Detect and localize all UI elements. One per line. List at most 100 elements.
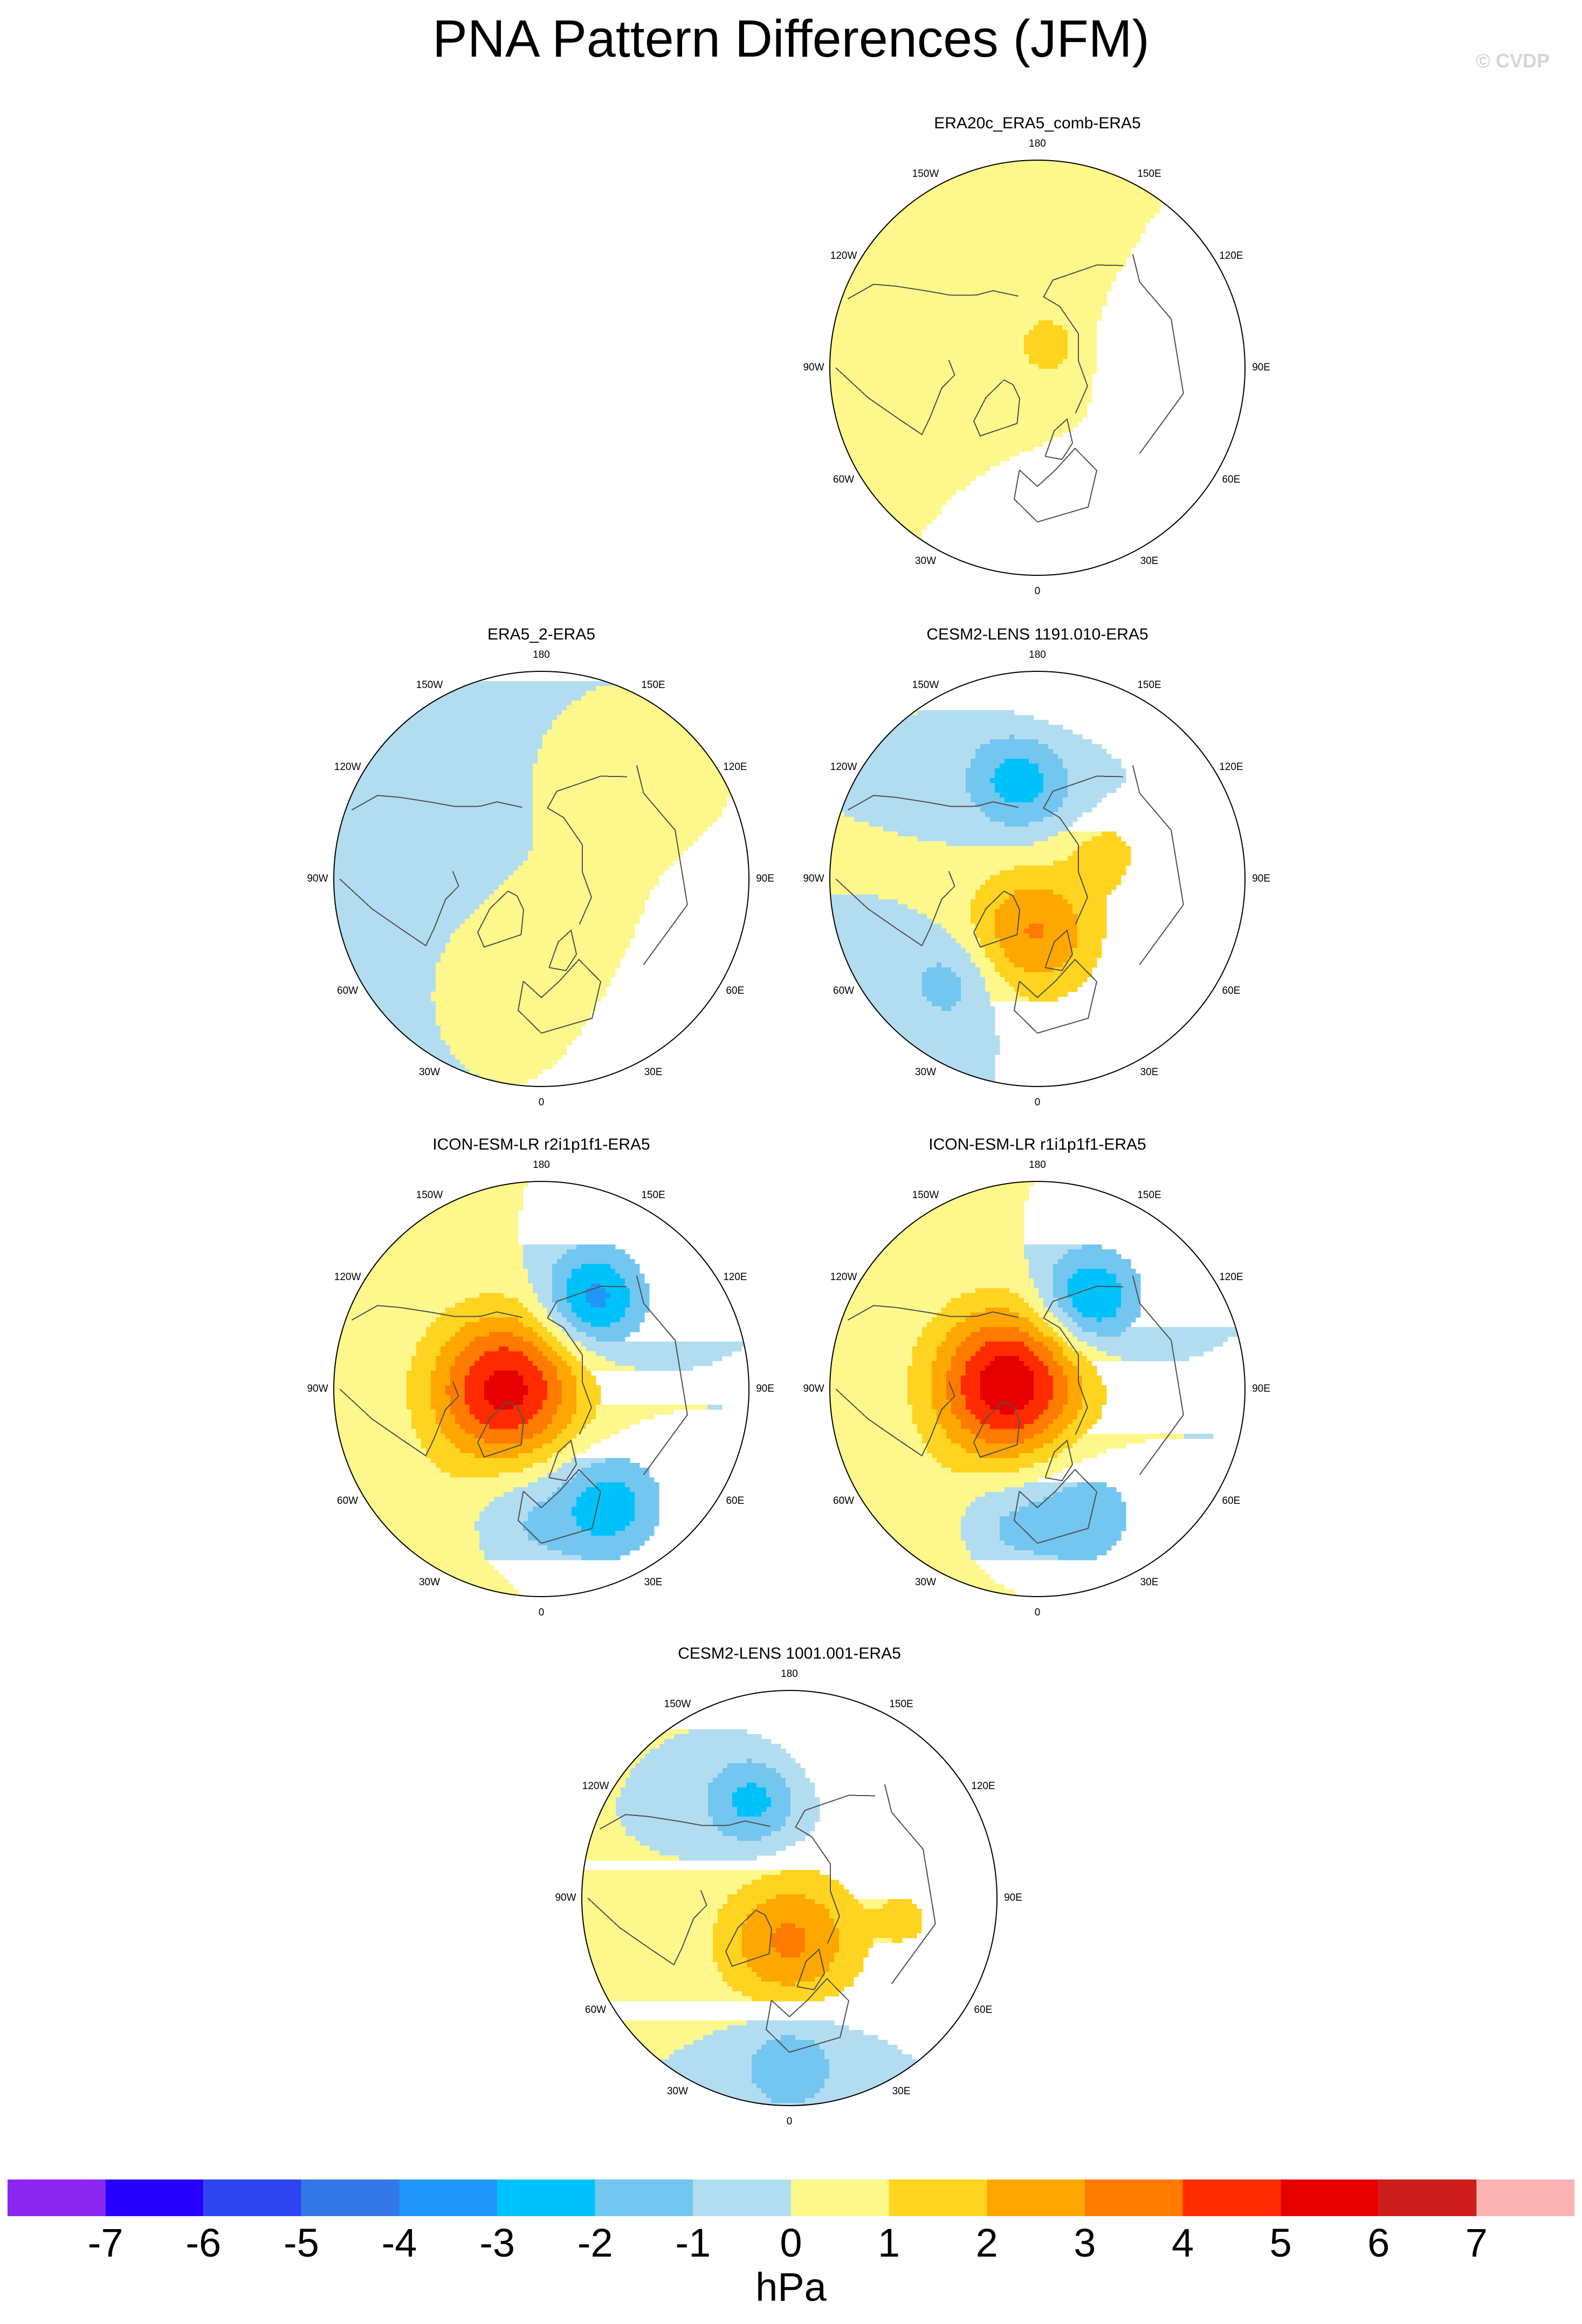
polar-map <box>581 1690 998 2106</box>
coastline <box>1132 254 1184 454</box>
longitude-label: 180 <box>533 1159 550 1171</box>
longitude-label: 30W <box>666 2086 689 2098</box>
panel-title: CESM2-LENS 1001.001-ERA5 <box>678 1645 901 1662</box>
longitude-label: 90W <box>307 1383 328 1394</box>
panel-title: CESM2-LENS 1191.010-ERA5 <box>926 625 1148 643</box>
polar-map <box>829 671 1246 1087</box>
longitude-label: 120E <box>723 1271 747 1283</box>
longitude-label: 150E <box>641 1189 665 1201</box>
contour-field <box>582 1729 961 2106</box>
longitude-label: 30E <box>1140 555 1159 567</box>
coastline <box>339 1381 459 1457</box>
map-boundary <box>829 671 1246 1087</box>
polar-map <box>333 1181 749 1597</box>
longitude-label: 90E <box>1252 873 1270 884</box>
panel-title: ICON-ESM-LR r1i1p1f1-ERA5 <box>928 1136 1146 1153</box>
coastline <box>352 795 522 810</box>
longitude-label: 90W <box>803 362 824 373</box>
contour-field <box>830 160 1209 575</box>
longitude-label: 120W <box>334 761 361 773</box>
coastline <box>835 871 955 947</box>
longitude-label: 60E <box>1222 473 1241 485</box>
longitude-label: 90W <box>555 1892 576 1903</box>
longitude-label: 60E <box>1222 985 1241 996</box>
longitude-label: 180 <box>1029 138 1046 149</box>
coastline <box>973 1400 1021 1458</box>
polar-map <box>333 671 749 1087</box>
longitude-label: 60W <box>833 473 855 485</box>
panel-title: ICON-ESM-LR r2i1p1f1-ERA5 <box>432 1136 650 1153</box>
longitude-label: 30E <box>892 2086 911 2098</box>
longitude-label: 60E <box>726 1495 745 1507</box>
colorbar-box <box>791 2179 889 2216</box>
colorbar-tick-label: -4 <box>381 2220 417 2265</box>
longitude-label: 90E <box>1252 362 1270 373</box>
longitude-label: 120W <box>830 1271 857 1283</box>
contour-field <box>334 681 737 1084</box>
coastline <box>1013 448 1098 523</box>
colorbar-tick-label: 4 <box>1171 2220 1194 2265</box>
coastline <box>1043 775 1124 925</box>
longitude-label: 90W <box>803 873 824 884</box>
longitude-label: 0 <box>1034 1607 1041 1618</box>
longitude-label: 90W <box>307 873 328 884</box>
panel-title: ERA20c_ERA5_comb-ERA5 <box>934 114 1141 132</box>
longitude-label: 120E <box>723 761 747 773</box>
colorbar-tick-label: -2 <box>577 2220 613 2265</box>
coastline <box>725 1909 773 1967</box>
map-boundary <box>581 1690 998 2106</box>
longitude-label: 180 <box>533 649 550 661</box>
longitude-label: 0 <box>538 1097 545 1108</box>
longitude-label: 150E <box>1137 168 1161 180</box>
coastline <box>517 1469 602 1544</box>
coastline <box>1044 1439 1074 1482</box>
coastline <box>796 1948 826 1991</box>
coastline <box>973 379 1021 437</box>
longitude-label: 120W <box>830 761 857 773</box>
longitude-label: 30W <box>418 1577 441 1589</box>
coastline <box>1013 959 1098 1034</box>
coastline <box>1013 1469 1098 1544</box>
longitude-label: 0 <box>1034 1097 1041 1108</box>
coastline <box>795 1794 876 1944</box>
colorbar-tick-label: 5 <box>1269 2220 1292 2265</box>
longitude-label: 180 <box>1029 1159 1046 1171</box>
longitude-label: 90E <box>1252 1383 1270 1394</box>
longitude-label: 30W <box>914 1577 937 1589</box>
coastline <box>835 1381 955 1457</box>
colorbar-tick-label: 3 <box>1074 2220 1096 2265</box>
map-boundary <box>829 160 1246 576</box>
longitude-label: 30E <box>644 1067 663 1078</box>
colorbar-box <box>595 2179 693 2216</box>
longitude-label: 30E <box>644 1577 663 1589</box>
coastline <box>1043 1285 1124 1435</box>
colorbar-box <box>987 2179 1085 2216</box>
coastline <box>1044 418 1074 460</box>
colorbar-tick-label: 7 <box>1465 2220 1488 2265</box>
longitude-label: 60W <box>337 985 359 996</box>
map-boundary <box>333 1181 749 1597</box>
colorbar-tick-label: -7 <box>87 2220 123 2265</box>
colorbar-box <box>1281 2179 1379 2216</box>
longitude-label: 30E <box>1140 1577 1159 1589</box>
colorbar-box <box>301 2179 400 2216</box>
colorbar-tick-label: 0 <box>780 2220 802 2265</box>
longitude-label: 120W <box>582 1780 609 1792</box>
longitude-label: 60W <box>833 1495 855 1507</box>
panel-title: ERA5_2-ERA5 <box>487 625 596 643</box>
longitude-label: 60E <box>1222 1495 1241 1507</box>
longitude-label: 0 <box>538 1607 545 1618</box>
polar-map <box>829 1181 1246 1597</box>
coastline <box>1044 929 1074 972</box>
colorbar-tick-label: -1 <box>675 2220 711 2265</box>
colorbar-tick-label: 6 <box>1367 2220 1390 2265</box>
coastline <box>765 1978 850 2053</box>
colorbar-box <box>1084 2179 1183 2216</box>
coastline <box>600 1814 771 1830</box>
colorbar-box <box>889 2179 987 2216</box>
longitude-label: 120E <box>1219 250 1243 262</box>
longitude-label: 150W <box>664 1698 691 1710</box>
coastline <box>1043 264 1124 414</box>
longitude-label: 60E <box>974 2004 993 2016</box>
coastline <box>548 1439 577 1482</box>
